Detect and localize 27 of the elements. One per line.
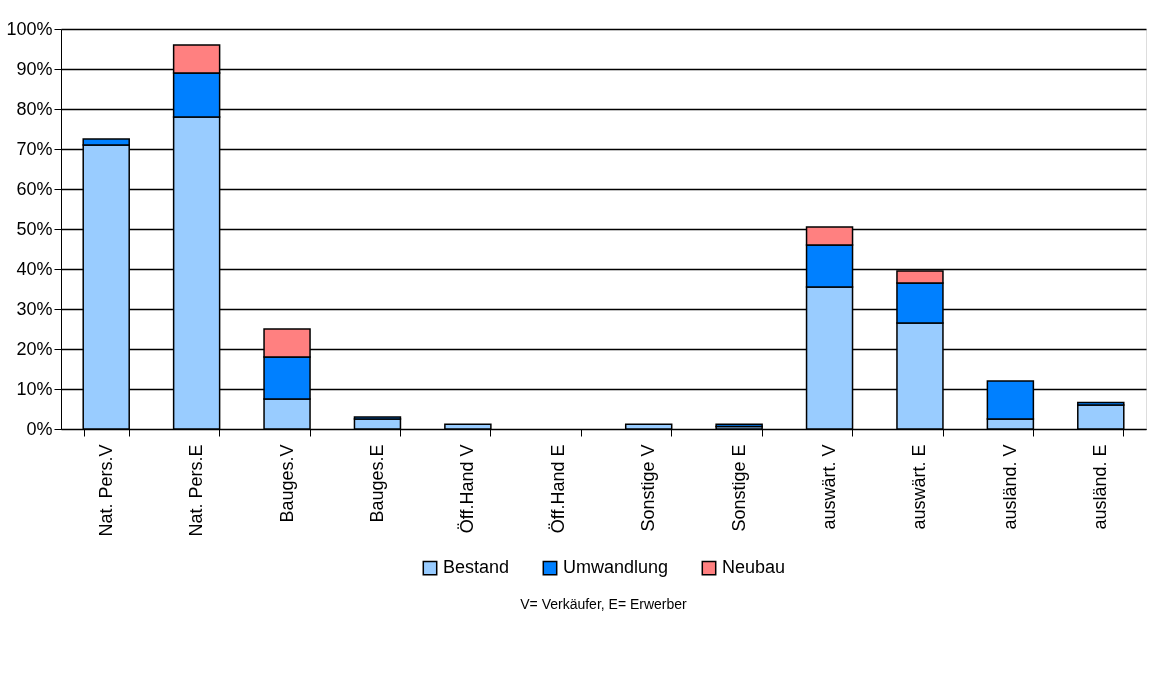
y-tick-label: 40% [16,258,53,279]
y-tick-label: 70% [16,138,53,159]
legend-label: Neubau [722,557,786,578]
legend-label: Umwandlung [563,557,669,578]
text: V= Verkäufer, E= Erwerber [520,596,688,612]
x-tick-label: Öff.Hand E [547,444,568,534]
x-tick-label: ausländ. E [1090,444,1111,530]
y-tick-label: 10% [16,378,53,399]
x-tick-label: Nat. Pers.V [95,444,116,537]
y-tick-label: 80% [16,98,53,119]
x-tick-label: Bauges.E [366,444,387,523]
y-tick-label: 60% [16,178,53,199]
x-tick-label: Sonstige V [638,444,659,532]
y-tick-label: 100% [6,18,53,39]
x-tick-label: auswärt. E [909,444,930,530]
y-tick-label: 50% [16,218,53,239]
x-tick-label: ausländ. V [999,444,1020,530]
x-tick-label: Nat. Pers.E [186,444,207,537]
x-tick-label: Bauges.V [276,444,297,523]
legend-label: Bestand [443,557,510,578]
x-tick-label: Sonstige E [728,444,749,532]
y-tick-label: 0% [26,418,53,439]
x-tick-label: auswärt. V [819,444,840,530]
y-tick-label: 20% [16,338,53,359]
y-tick-label: 90% [16,58,53,79]
y-tick-label: 30% [16,298,53,319]
x-tick-label: Öff.Hand V [457,444,478,534]
